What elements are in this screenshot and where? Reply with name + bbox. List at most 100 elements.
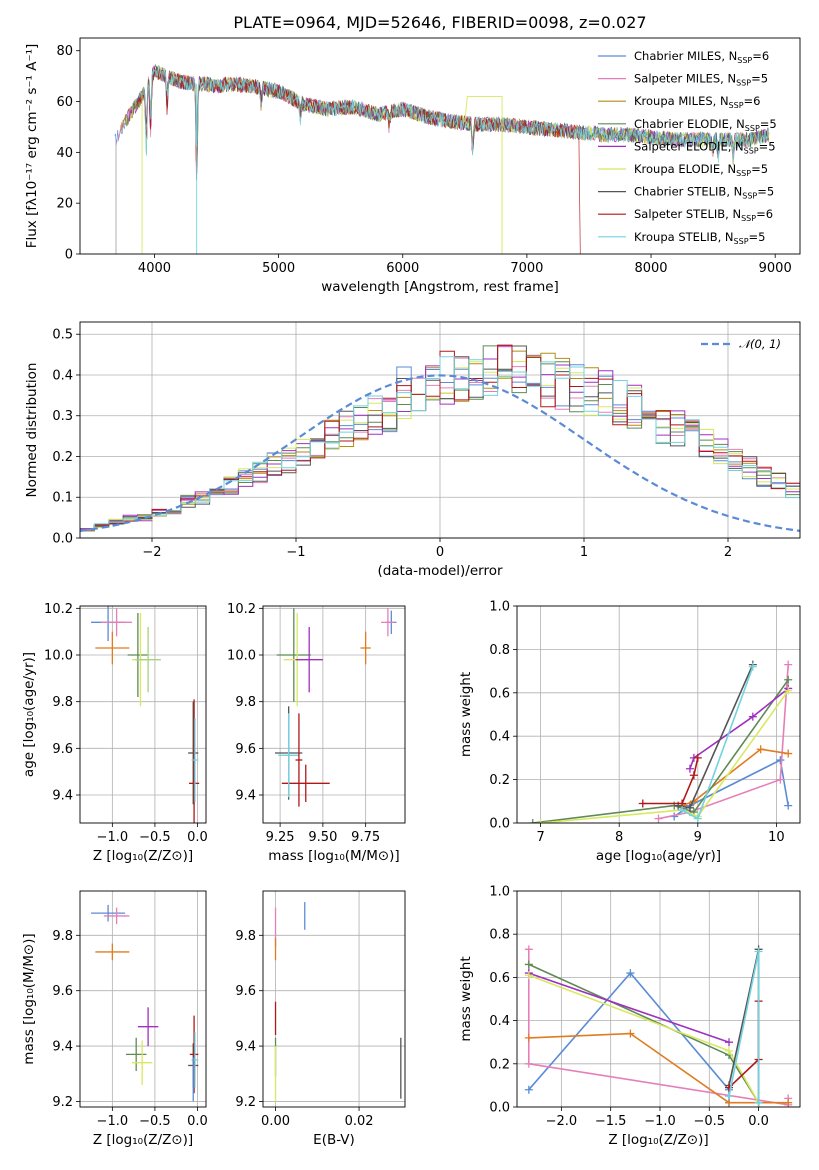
y-tick-label: 0.0 (489, 817, 510, 832)
axes-frame (262, 605, 406, 824)
plot-area (114, 63, 770, 254)
y-tick-label: 0.2 (52, 450, 73, 465)
grid (517, 605, 800, 824)
panel-1: −2 −1 0 1 2 0.0 0.1 0.2 0.3 0.4 0.5 (data-model)/er… (24, 321, 801, 579)
histogram-step (80, 364, 800, 531)
x-tick-label: 0.0 (187, 1114, 208, 1129)
grid (517, 890, 800, 1108)
x-axis-label: Z [log₁₀(Z/Z⊙)] (608, 1132, 708, 1148)
x-tick-label: 2 (724, 545, 732, 560)
weight-marker (725, 1083, 734, 1092)
panel-3: 9.25 9.50 9.75 9.4 9.6 9.8 10.0 10.2 mass [log₁₀… (227, 602, 406, 864)
weight-marker (725, 1046, 734, 1055)
weight-line (527, 949, 790, 1106)
y-axis-label: Flux [fλ10⁻¹⁷ erg cm⁻² s⁻¹ A⁻¹] (24, 44, 40, 249)
x-tick-label: 7 (536, 830, 544, 845)
y-tick-label: 0 (65, 248, 73, 263)
axes-frame (79, 890, 207, 1108)
x-tick-label: 8000 (634, 261, 667, 276)
y-tick-label: 9.6 (52, 742, 73, 757)
y-tick-label: 1.0 (489, 600, 510, 615)
axes-frame (79, 37, 801, 255)
weight-marker (528, 819, 537, 823)
y-tick-label: 20 (56, 197, 73, 212)
y-tick-label: 0.6 (489, 686, 510, 701)
weight-marker (626, 969, 635, 978)
y-tick-label: 9.2 (52, 1095, 73, 1110)
spectrum-line (139, 65, 770, 164)
weight-line (528, 972, 730, 1043)
y-tick-label: 10.2 (227, 602, 256, 617)
plot-area (274, 902, 402, 1102)
y-tick-label: 0.4 (52, 368, 73, 383)
spectrum-title: PLATE=0964, MJD=52646, FIBERID=0098, z=0… (233, 13, 646, 32)
weight-marker (784, 801, 793, 810)
weight-marker (524, 945, 533, 954)
x-axis-label: age [log₁₀(age/yr)] (596, 848, 721, 864)
plot-area (91, 904, 199, 1102)
weight-line (642, 757, 699, 805)
y-tick-label: 40 (56, 146, 73, 161)
axes-frame (516, 605, 801, 824)
x-tick-label: 0.02 (345, 1114, 374, 1129)
x-axis-label: E(B-V) (313, 1132, 355, 1148)
y-tick-label: 60 (56, 95, 73, 110)
y-tick-label: 10.0 (44, 649, 73, 664)
x-tick-label: 9.50 (308, 830, 337, 845)
legend-label: Kroupa MILES, NSSP=6 (634, 94, 760, 110)
y-tick-label: 0.1 (52, 491, 73, 506)
axes-frame (262, 890, 406, 1108)
y-axis-label: mass weight (458, 956, 474, 1041)
x-tick-label: −2.0 (546, 1114, 578, 1129)
x-tick-label: 6000 (386, 261, 419, 276)
weight-marker (754, 1098, 763, 1107)
weight-line (528, 971, 730, 1103)
x-tick-label: −1.0 (644, 1114, 676, 1129)
x-tick-label: −0.5 (693, 1114, 725, 1129)
x-tick-label: 9000 (759, 261, 792, 276)
y-tick-label: 0.2 (489, 1057, 510, 1072)
y-tick-label: 80 (56, 44, 73, 59)
weight-marker (524, 971, 533, 980)
spectrum-line (136, 66, 581, 254)
x-tick-label: 7000 (510, 261, 543, 276)
weight-marker (638, 799, 647, 808)
artifact-step (464, 95, 503, 254)
y-tick-label: 1.0 (489, 885, 510, 900)
y-tick-label: 9.4 (52, 1040, 73, 1055)
weight-marker (524, 960, 533, 969)
y-tick-label: 0.8 (489, 643, 510, 658)
x-axis-label: wavelength [Angstrom, rest frame] (321, 279, 559, 295)
y-axis-label: age [log₁₀(age/yr)] (21, 652, 37, 777)
weight-line (658, 664, 789, 820)
y-tick-label: 9.8 (235, 929, 256, 944)
weight-marker (748, 712, 757, 721)
grid (80, 606, 206, 823)
x-tick-label: −1.5 (595, 1114, 627, 1129)
x-axis-label: Z [log₁₀(Z/Z⊙)] (93, 1132, 193, 1148)
x-axis-label: (data-model)/error (377, 563, 503, 579)
y-tick-label: 9.8 (52, 695, 73, 710)
grid (80, 891, 206, 1107)
y-tick-label: 9.6 (52, 984, 73, 999)
weight-marker (654, 814, 663, 823)
y-tick-label: 0.4 (489, 730, 510, 745)
weight-marker (685, 803, 694, 812)
weight-line (532, 679, 789, 823)
plot-area (528, 660, 793, 823)
x-tick-label: 5000 (262, 261, 295, 276)
panel-6: 0.00 0.02 9.2 9.4 9.6 9.8 E(B-V) (235, 890, 406, 1148)
weight-marker (754, 947, 763, 956)
weight-marker (693, 753, 702, 762)
y-tick-label: 0.0 (489, 1101, 510, 1116)
x-tick-label: −1.0 (97, 830, 129, 845)
x-tick-label: −1.0 (97, 1114, 129, 1129)
x-tick-label: 0.0 (748, 1114, 769, 1129)
weight-marker (748, 662, 757, 671)
x-tick-label: 8 (615, 830, 623, 845)
weight-marker (784, 660, 793, 669)
legend-label: Salpeter STELIB, NSSP=6 (634, 207, 773, 223)
x-tick-label: 9.25 (266, 830, 295, 845)
legend-label: Kroupa ELODIE, NSSP=5 (634, 162, 768, 178)
